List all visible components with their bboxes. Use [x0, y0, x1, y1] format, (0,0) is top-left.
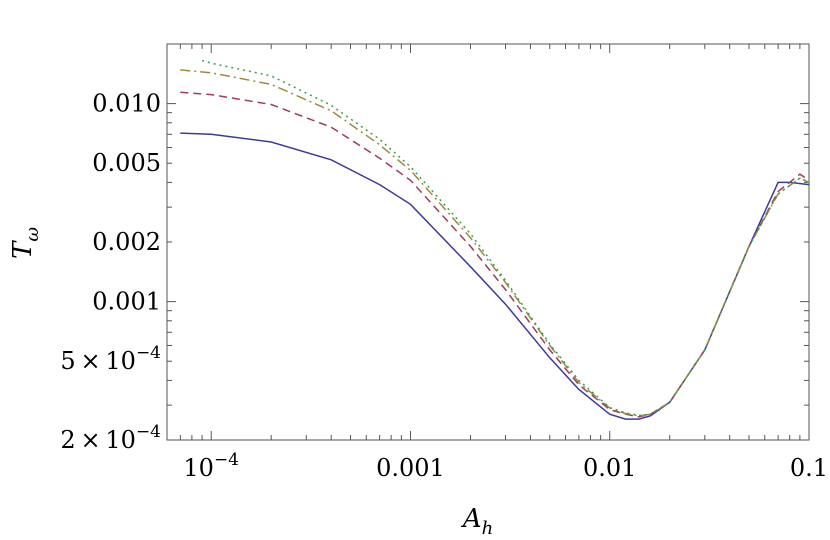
y-tick-label: 0.005: [92, 149, 161, 177]
y-tick-label: 0.002: [92, 228, 161, 256]
y-tick-label: 5 × 10−4: [60, 343, 161, 375]
series-line-4: [201, 59, 810, 417]
series-layer: [180, 59, 810, 420]
x-tick-label: 0.01: [583, 454, 636, 482]
y-tick-label-mant: 5 × 10: [60, 347, 136, 375]
series-line-2: [180, 91, 810, 418]
x-axis-title: Ah: [461, 504, 493, 539]
x-tick-label-base: 10: [183, 454, 214, 482]
y-tick-label: 0.010: [92, 90, 161, 118]
axis-ticks: [166, 43, 810, 441]
x-tick-label: 0.1: [790, 454, 828, 482]
x-tick-label: 0.001: [376, 454, 445, 482]
y-tick-label-exp: −4: [136, 343, 161, 363]
x-tick-label-exp: −4: [214, 450, 239, 470]
x-tick-labels: 10−4 0.001 0.01 0.1: [183, 450, 828, 482]
y-tick-label: 0.001: [92, 288, 161, 316]
series-line-3: [180, 69, 810, 417]
y-tick-label: 2 × 10−4: [60, 422, 161, 454]
y-tick-label-exp: −4: [136, 422, 161, 442]
y-axis-title: Tω: [8, 227, 43, 259]
x-tick-label: 10−4: [183, 450, 239, 482]
y-tick-label-mant: 2 × 10: [60, 426, 136, 454]
